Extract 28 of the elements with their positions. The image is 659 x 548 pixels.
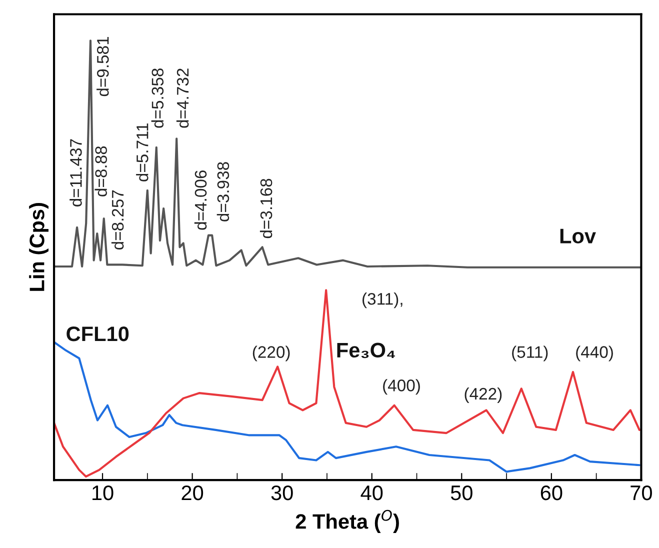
annotation: (422) — [464, 387, 502, 403]
y-axis-title: Lin (Cps) — [29, 203, 48, 291]
annotation: d=5.358 — [151, 68, 164, 128]
annotation: (311), — [362, 292, 402, 308]
annotation: (220) — [252, 346, 290, 362]
annotation: (511) — [512, 346, 548, 362]
annotation: d=9.581 — [96, 36, 109, 96]
annotation: (400) — [383, 379, 420, 395]
annotation: d=4.732 — [176, 68, 189, 128]
x-tick-label: 40 — [360, 485, 383, 500]
annotation: d=11.437 — [70, 139, 82, 206]
x-tick-label: 30 — [271, 485, 293, 500]
series-label: Lov — [560, 228, 596, 244]
x-axis-title: 2 Theta ($^{O}$) — [296, 510, 399, 534]
annotation: d=3.168 — [260, 178, 272, 238]
annotation: (440) — [576, 346, 613, 362]
x-tick-label: 50 — [450, 485, 472, 500]
x-tick-label: 10 — [92, 485, 114, 500]
annotation: d=4.006 — [194, 170, 207, 230]
annotation: d=8.88 — [94, 146, 107, 196]
x-tick-label: 70 — [630, 485, 652, 500]
x-tick-label: 20 — [182, 485, 204, 500]
annotation: d=5.711 — [136, 123, 148, 182]
series-label: Fe₃O₄ — [337, 342, 395, 358]
x-tick-label: 60 — [540, 485, 562, 500]
series-label: CFL10 — [66, 326, 129, 342]
annotation: d=3.938 — [216, 162, 230, 222]
annotation: d=8.257 — [111, 190, 124, 250]
